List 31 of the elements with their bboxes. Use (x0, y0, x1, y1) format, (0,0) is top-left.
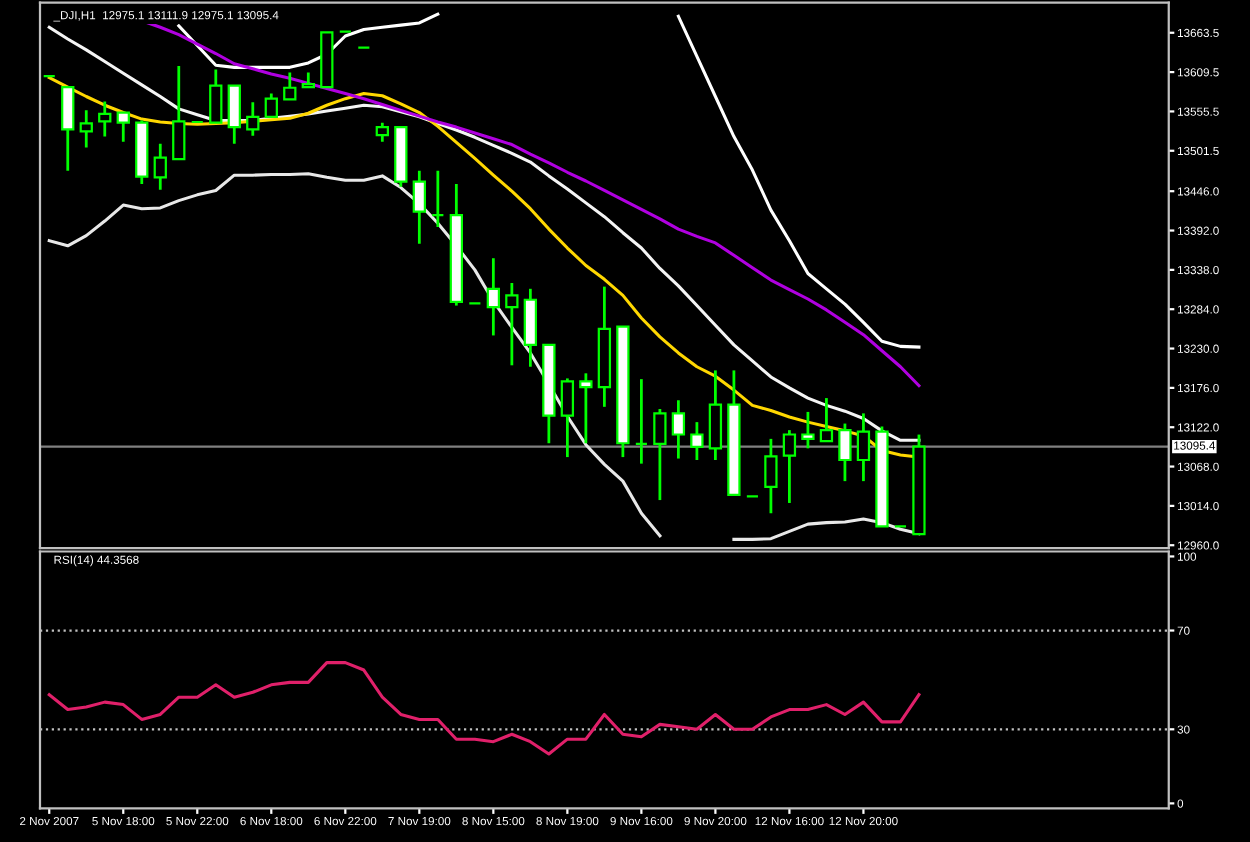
candlestick (523, 287, 538, 369)
candlestick (264, 92, 278, 119)
candlestick (172, 64, 186, 161)
candlestick (671, 398, 686, 460)
candlestick (838, 422, 852, 483)
candlestick (690, 420, 704, 462)
candlestick (246, 100, 260, 138)
candlestick (79, 108, 93, 149)
candlestick (801, 410, 815, 450)
candlestick (856, 411, 871, 483)
candlestick (431, 169, 445, 229)
candlestick (782, 428, 797, 505)
candlestick (764, 437, 778, 515)
candlestick (153, 142, 167, 192)
candlestick (505, 281, 519, 367)
candlestick (227, 84, 241, 146)
candlestick (283, 71, 297, 101)
line-series (47, 661, 921, 756)
candlestick (560, 377, 575, 459)
candlestick (819, 396, 834, 443)
candlestick (116, 111, 130, 144)
candlestick (412, 169, 426, 246)
candlestick (98, 100, 112, 138)
candlestick (579, 371, 593, 445)
candlestick (61, 85, 75, 173)
candlestick (375, 121, 389, 144)
candlestick (634, 377, 649, 466)
candlestick (486, 256, 501, 337)
candlestick (209, 68, 223, 125)
candlestick (708, 369, 723, 462)
candlestick (653, 407, 667, 502)
